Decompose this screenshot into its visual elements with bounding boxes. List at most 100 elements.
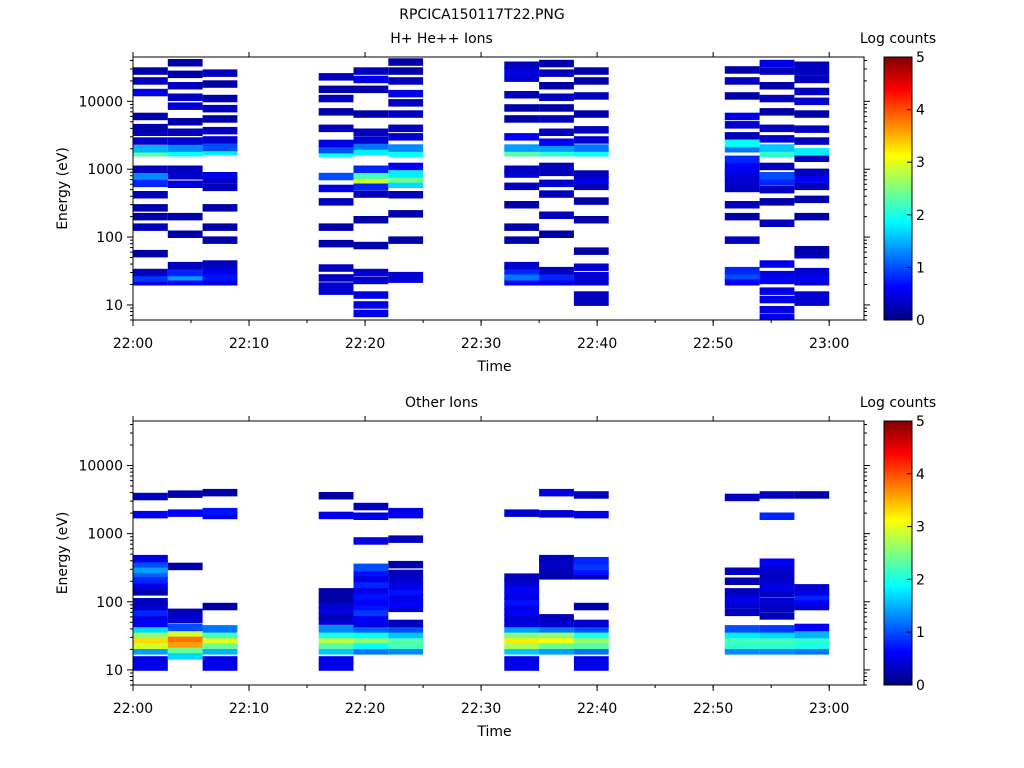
spectrogram-cell	[573, 298, 609, 306]
spectrogram-cell	[167, 623, 203, 632]
spectrogram-cell	[167, 261, 203, 270]
spectrogram-cell	[759, 635, 795, 644]
spectrogram-cell	[318, 274, 354, 282]
spectrogram-cell	[388, 175, 424, 183]
spectrogram-cell	[388, 507, 424, 516]
spectrogram-cell	[724, 601, 760, 609]
spectrogram-cell	[573, 182, 609, 191]
spectrogram-cell	[353, 85, 389, 94]
spectrogram-cell	[724, 92, 760, 100]
spectrogram-cell	[388, 641, 424, 649]
spectrogram-cell	[794, 251, 830, 259]
spectrogram-cell	[167, 172, 203, 180]
colorbar-tick-label: 3	[916, 155, 925, 171]
spectrogram-cell	[724, 139, 760, 148]
spectrogram-cell	[133, 179, 168, 188]
x-tick-label: 22:50	[693, 336, 733, 352]
spectrogram-cell	[388, 630, 424, 639]
spectrogram-cell	[353, 586, 389, 594]
spectrogram-cell	[759, 577, 795, 585]
spectrogram-cell	[167, 82, 203, 90]
spectrogram-cell	[573, 635, 609, 644]
spectrogram-cell	[133, 560, 168, 568]
spectrogram-cell	[539, 138, 574, 146]
spectrogram-cell	[504, 170, 540, 178]
colorbar-tick-label: 5	[916, 50, 925, 66]
spectrogram-cell	[794, 137, 830, 145]
spectrogram-cell	[353, 276, 389, 285]
x-tick-label: 22:30	[461, 336, 501, 352]
spectrogram-cell	[504, 165, 540, 173]
spectrogram-cell	[539, 82, 574, 90]
spectrogram-cell	[353, 216, 389, 224]
spectrogram-cell	[504, 598, 540, 606]
spectrogram-cell	[759, 149, 795, 158]
spectrogram-cell	[202, 656, 238, 664]
spectrogram-cell	[133, 191, 168, 199]
spectrogram-cell	[133, 165, 168, 173]
spectrogram-cell	[794, 598, 830, 606]
spectrogram-cell	[353, 67, 389, 75]
spectrogram-cell	[504, 663, 540, 671]
spectrogram-cell	[573, 510, 609, 519]
spectrogram-cell	[318, 223, 354, 231]
spectrogram-cell	[318, 108, 354, 116]
spectrogram-cell	[759, 570, 795, 579]
spectrogram-cell	[133, 588, 168, 596]
spectrogram-cell	[573, 278, 609, 286]
y-tick-label: 10000	[78, 459, 123, 475]
spectrogram-cell	[353, 268, 389, 277]
spectrogram-cell	[539, 554, 574, 563]
spectrogram-cell	[794, 647, 830, 655]
spectrogram-cell	[167, 149, 203, 157]
spectrogram-cell	[133, 128, 168, 136]
colorbar-tick-label: 4	[916, 103, 925, 119]
spectrogram-cell	[759, 641, 795, 649]
spectrogram-cell	[759, 276, 795, 285]
spectrogram-cell	[167, 490, 203, 498]
spectrogram-cell	[133, 172, 168, 180]
spectrogram-cell	[573, 144, 609, 152]
spectrogram-cell	[573, 197, 609, 205]
spectrogram-cell	[539, 128, 574, 136]
spectrogram-cell	[573, 630, 609, 639]
spectrogram-cell	[504, 104, 540, 112]
spectrogram-cell	[573, 136, 609, 144]
colorbar-gradient	[883, 420, 913, 686]
spectrogram-cell	[759, 625, 795, 633]
spectrogram-cell	[724, 271, 760, 280]
spectrogram-cell	[573, 126, 609, 134]
spectrogram-cell	[167, 640, 203, 648]
colorbar-tick-label: 1	[916, 625, 925, 641]
spectrogram-cell	[539, 614, 574, 622]
spectrogram-cell	[504, 182, 540, 191]
spectrogram-cell	[539, 93, 574, 101]
spectrogram-cell	[794, 148, 830, 156]
spectrogram-cell	[539, 619, 574, 628]
spectrogram-cell	[724, 608, 760, 617]
spectrogram-cell	[794, 125, 830, 133]
spectrogram-cell	[167, 230, 203, 238]
spectrogram-cell	[724, 595, 760, 603]
spectrogram-cell	[353, 592, 389, 601]
spectrogram-cell	[724, 132, 760, 140]
spectrogram-cell	[318, 606, 354, 614]
spectrogram-cell	[388, 77, 424, 85]
spectrogram-cell	[724, 66, 760, 74]
spectrogram-cell	[388, 110, 424, 118]
spectrogram-cell	[724, 178, 760, 186]
colorbar-tick-label: 4	[916, 467, 925, 483]
spectrogram-cell	[759, 287, 795, 295]
spectrogram-cell	[318, 647, 354, 655]
spectrogram-cell	[573, 67, 609, 75]
spectrogram-cell	[504, 261, 540, 270]
spectrogram-cell	[759, 630, 795, 639]
spectrogram-cell	[504, 133, 540, 141]
spectrogram-cell	[573, 567, 609, 575]
spectrogram-cell	[133, 492, 168, 501]
spectrogram-cell	[759, 108, 795, 116]
spectrogram-cell	[318, 595, 354, 603]
figure-title: RPCICA150117T22.PNG	[399, 7, 564, 23]
spectrogram-cell	[133, 67, 168, 75]
